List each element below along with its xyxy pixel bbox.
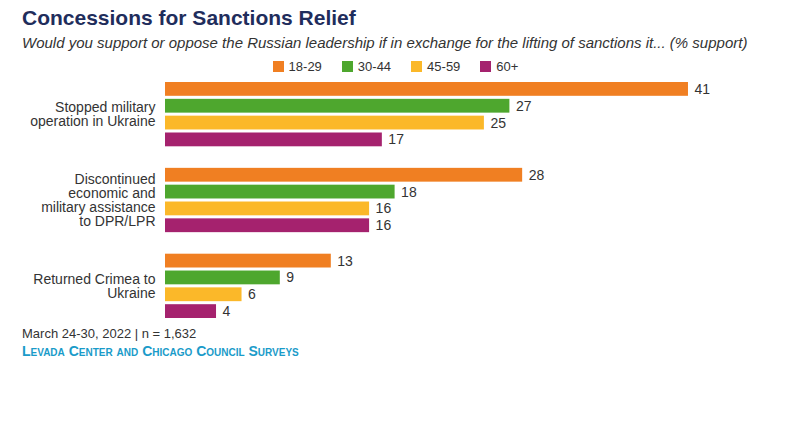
html-text:30-44: 30-44 — [357, 59, 392, 74]
svg-text:Discontinuedeconomic andmilita: Discontinuedeconomic andmilitary assista… — [41, 171, 156, 229]
svg-text:13: 13 — [337, 253, 353, 269]
svg-text:Stopped militaryoperation in U: Stopped militaryoperation in Ukraine — [30, 99, 156, 129]
svg-text:18: 18 — [401, 184, 417, 200]
html-text:18-29: 18-29 — [288, 59, 322, 74]
html-text:45-59: 45-59 — [427, 59, 461, 74]
svg-text:25: 25 — [490, 115, 506, 131]
html-text:Would you support or oppose th: Would you support or oppose the Russian … — [22, 34, 748, 51]
html-text:Levada Center and Chicago Coun: Levada Center and Chicago Council Survey… — [22, 343, 299, 359]
svg-text:16: 16 — [376, 200, 392, 216]
svg-text:17: 17 — [388, 131, 404, 147]
svg-text:6: 6 — [248, 286, 256, 302]
svg-text:27: 27 — [516, 98, 532, 114]
svg-text:16: 16 — [376, 217, 392, 233]
html-text:60+: 60+ — [496, 59, 519, 74]
svg-text:9: 9 — [286, 269, 294, 285]
html-text:Concessions for Sanctions Reli: Concessions for Sanctions Relief — [22, 6, 356, 29]
svg-text:4: 4 — [223, 303, 231, 319]
svg-text:Returned Crimea toUkraine: Returned Crimea toUkraine — [33, 271, 155, 301]
svg-text:28: 28 — [529, 167, 545, 183]
html-text:March 24-30, 2022 | n = 1,632: March 24-30, 2022 | n = 1,632 — [22, 326, 197, 341]
svg-text:41: 41 — [694, 81, 710, 97]
